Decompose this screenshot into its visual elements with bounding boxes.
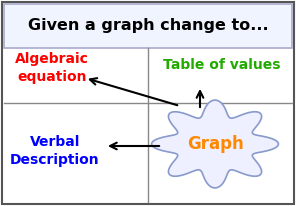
Text: Given a graph change to...: Given a graph change to...: [28, 18, 268, 33]
FancyBboxPatch shape: [4, 4, 292, 48]
Text: Table of values: Table of values: [163, 58, 281, 72]
Polygon shape: [152, 100, 279, 188]
Text: Verbal
Description: Verbal Description: [10, 135, 100, 167]
FancyBboxPatch shape: [2, 2, 294, 204]
Text: Graph: Graph: [186, 135, 243, 153]
Text: Algebraic
equation: Algebraic equation: [15, 52, 89, 84]
